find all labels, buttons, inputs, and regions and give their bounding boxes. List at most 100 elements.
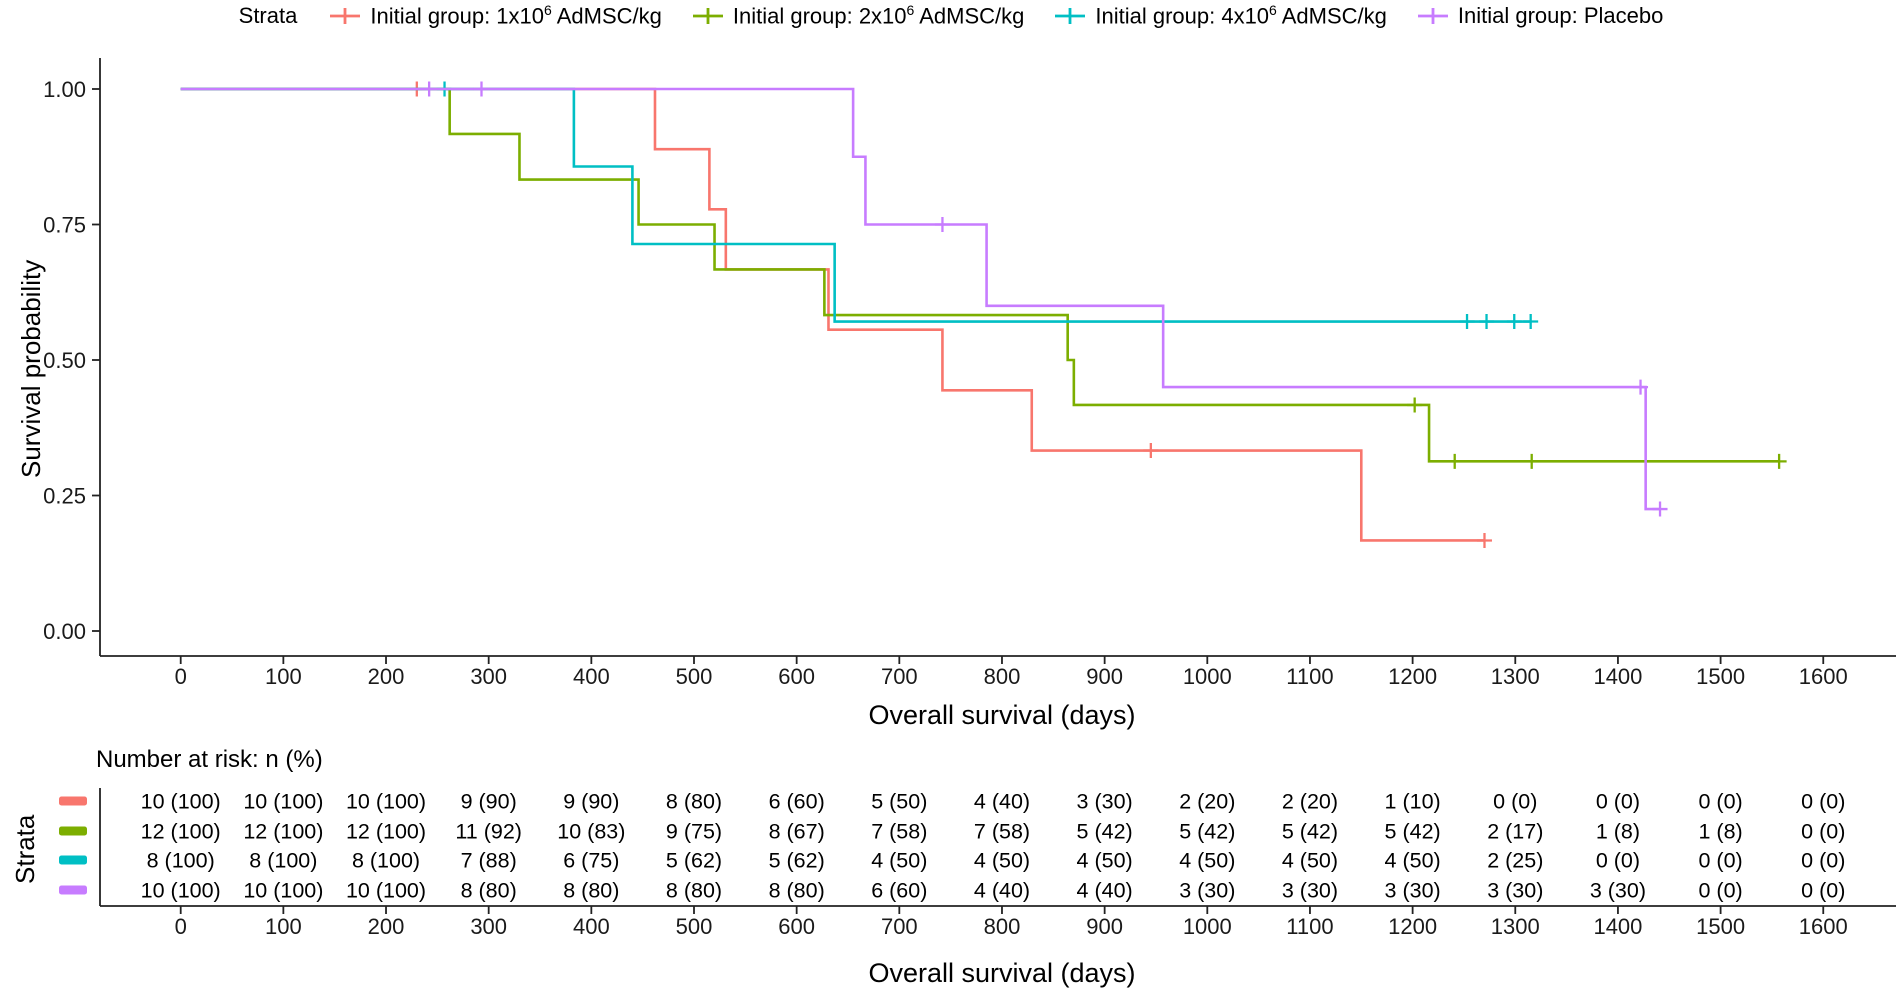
censor-plus-icon <box>1459 314 1475 330</box>
risk-cell: 6 (60) <box>871 879 927 903</box>
risk-x-tick-label: 900 <box>1086 914 1123 939</box>
legend-item-label: Initial group: 1x106 AdMSC/kg <box>370 2 662 29</box>
strata-swatch-icon <box>59 855 87 865</box>
censor-plus-icon <box>1523 314 1539 330</box>
risk-cell: 5 (42) <box>1282 820 1338 844</box>
censor-plus-icon <box>1524 453 1540 469</box>
y-tick-label: 0.00 <box>43 619 86 644</box>
risk-x-tick-label: 1300 <box>1491 914 1540 939</box>
risk-cell: 6 (60) <box>769 790 825 814</box>
risk-x-tick-label: 400 <box>573 914 610 939</box>
risk-cell: 12 (100) <box>141 820 221 844</box>
censor-plus-icon <box>1652 501 1668 517</box>
x-tick-label: 1200 <box>1388 664 1437 689</box>
risk-x-tick-label: 0 <box>175 914 187 939</box>
risk-cell: 9 (90) <box>461 790 517 814</box>
risk-cell: 2 (25) <box>1487 849 1543 873</box>
plus-marker-icon <box>1417 7 1448 24</box>
risk-x-tick-label: 700 <box>881 914 918 939</box>
risk-cell: 5 (62) <box>666 849 722 873</box>
risk-cell: 8 (80) <box>666 790 722 814</box>
x-axis-label-table: Overall survival (days) <box>868 958 1136 988</box>
y-tick-label: 0.50 <box>43 348 86 373</box>
censor-marks-2x106 <box>1407 397 1787 469</box>
risk-cell: 1 (8) <box>1698 820 1742 844</box>
risk-x-tick-label: 1000 <box>1183 914 1232 939</box>
risk-table: 0 100 200 300 400 500 600 700 800 900 1000 1100 1200… <box>59 788 1896 939</box>
risk-table-strata-label: Strata <box>10 814 40 884</box>
legend-title: Strata <box>238 3 298 28</box>
risk-cell: 4 (40) <box>974 790 1030 814</box>
risk-cell: 0 (0) <box>1596 849 1640 873</box>
risk-cell: 2 (20) <box>1179 790 1235 814</box>
risk-cell: 7 (58) <box>974 820 1030 844</box>
risk-x-tick-label: 1500 <box>1696 914 1745 939</box>
censor-plus-icon <box>1407 397 1423 413</box>
risk-cell: 5 (50) <box>871 790 927 814</box>
risk-cell: 0 (0) <box>1801 820 1845 844</box>
x-tick-label: 600 <box>778 664 815 689</box>
legend-item-label: Initial group: Placebo <box>1457 2 1664 28</box>
risk-cell: 10 (100) <box>243 790 323 814</box>
curve-4x106 <box>180 87 1531 323</box>
risk-cell: 4 (50) <box>871 849 927 873</box>
legend-item-label: Initial group: 4x106 AdMSC/kg <box>1095 2 1387 29</box>
y-tick-label: 1.00 <box>43 77 86 102</box>
risk-cell: 2 (17) <box>1487 820 1543 844</box>
curve-placebo <box>180 87 1661 511</box>
x-axis-label-plot: Overall survival (days) <box>868 700 1136 730</box>
risk-cell: 5 (42) <box>1385 820 1441 844</box>
y-axis-label: Survival probability <box>16 259 46 478</box>
legend-item-label: Initial group: 2x106 AdMSC/kg <box>732 2 1025 29</box>
risk-x-tick-label: 100 <box>265 914 302 939</box>
risk-cell: 4 (40) <box>974 879 1030 903</box>
risk-x-tick-label: 600 <box>778 914 815 939</box>
censor-plus-icon <box>1506 314 1522 330</box>
risk-cell: 3 (30) <box>1077 790 1133 814</box>
plot-axes: 0 100 200 300 400 500 600 700 800 900 1000 1100 1200… <box>43 58 1896 689</box>
risk-x-tick-label: 200 <box>368 914 405 939</box>
legend-item-2x106: Initial group: 2x106 AdMSC/kg <box>692 2 1025 29</box>
survival-step-line <box>180 87 1531 323</box>
risk-cell: 0 (0) <box>1698 849 1742 873</box>
censor-plus-icon <box>473 81 489 97</box>
risk-row-1x106: 10 (100) 10 (100) 10 (100) 9 (90) 9 (90) 8 (8… <box>59 790 1845 814</box>
x-tick-label: 1000 <box>1183 664 1232 689</box>
strata-swatch-icon <box>59 796 87 806</box>
x-tick-label: 0 <box>175 664 187 689</box>
censor-plus-icon <box>934 217 950 232</box>
risk-cell: 7 (88) <box>461 849 517 873</box>
x-tick-label: 1600 <box>1799 664 1848 689</box>
risk-cell: 8 (100) <box>249 849 317 873</box>
y-tick-label: 0.25 <box>43 484 86 509</box>
y-tick-label: 0.75 <box>43 213 86 238</box>
censor-plus-icon <box>1771 453 1787 469</box>
risk-cell: 4 (50) <box>974 849 1030 873</box>
x-tick-label: 400 <box>573 664 610 689</box>
legend-item-1x106: Initial group: 1x106 AdMSC/kg <box>329 2 662 29</box>
risk-x-tick-label: 500 <box>676 914 713 939</box>
risk-cell: 3 (30) <box>1282 879 1338 903</box>
censor-marks-placebo <box>421 81 1668 517</box>
x-tick-label: 100 <box>265 664 302 689</box>
risk-cell: 10 (83) <box>557 820 625 844</box>
risk-x-tick-label: 300 <box>470 914 507 939</box>
x-tick-label: 1300 <box>1491 664 1540 689</box>
risk-cell: 10 (100) <box>141 879 221 903</box>
x-tick-label: 700 <box>881 664 918 689</box>
plus-marker-icon <box>1055 7 1086 24</box>
curve-2x106 <box>180 87 1780 463</box>
plus-marker-icon <box>692 7 723 24</box>
risk-row-placebo: 10 (100) 10 (100) 10 (100) 8 (80) 8 (80) 8 (8… <box>59 879 1845 903</box>
risk-cell: 0 (0) <box>1698 790 1742 814</box>
censor-plus-icon <box>1447 453 1463 469</box>
risk-cell: 8 (67) <box>769 820 825 844</box>
x-tick-label: 500 <box>676 664 713 689</box>
risk-cell: 4 (50) <box>1282 849 1338 873</box>
risk-cell: 8 (80) <box>563 879 619 903</box>
legend-items: Initial group: 1x106 AdMSC/kg Initial gro… <box>329 2 1663 29</box>
risk-cell: 1 (8) <box>1596 820 1640 844</box>
risk-row-2x106: 12 (100) 12 (100) 12 (100) 11 (92) 10 (83) 9 … <box>59 820 1845 844</box>
